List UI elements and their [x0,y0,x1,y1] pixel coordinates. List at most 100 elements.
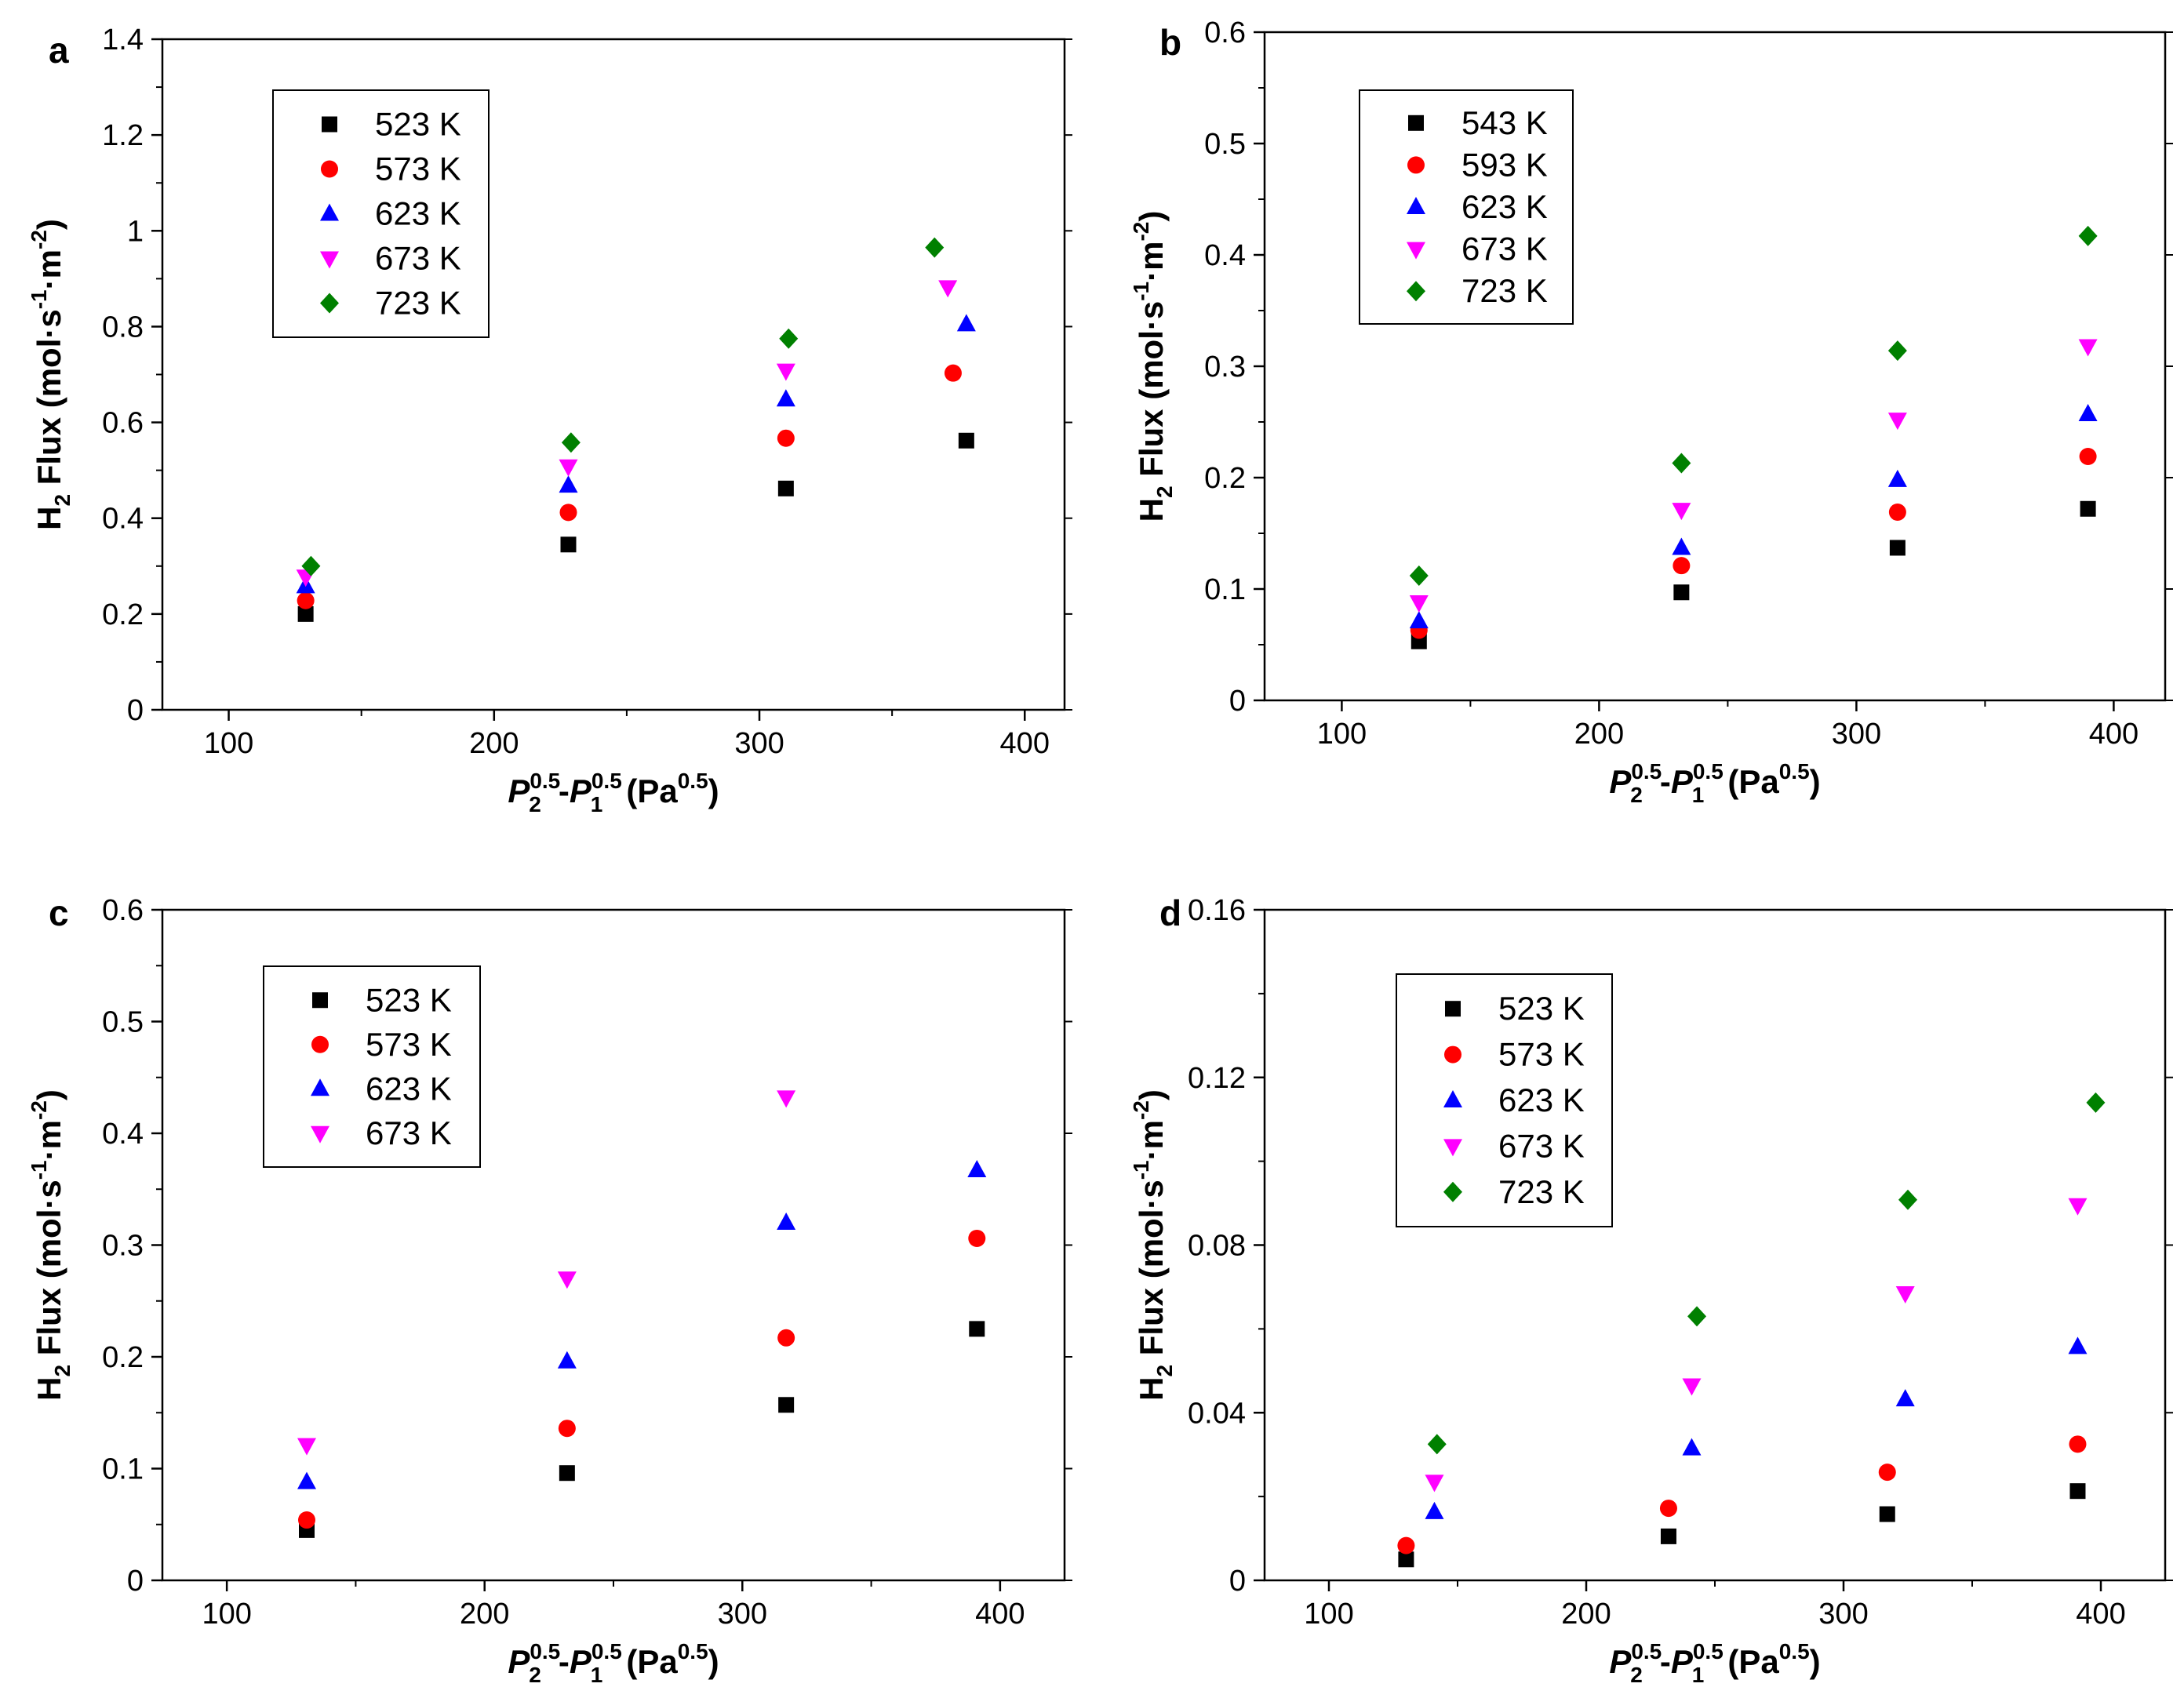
y-tick-label: 0.4 [102,503,144,536]
data-point [297,591,315,609]
legend-label: 593 K [1461,146,1548,183]
series-723-K [1409,225,2098,586]
legend-label: 623 K [1498,1082,1585,1118]
panel-letter: a [49,30,69,71]
legend-label: 523 K [375,106,461,143]
x-axis-label: P0.5 2 -P0.5 1 (Pa0.5) [1609,1639,1820,1687]
data-point [777,1090,796,1108]
data-point [1879,1506,1895,1522]
data-point [1425,1501,1444,1519]
series-673-K [1425,1198,2088,1493]
data-point [1682,1438,1702,1456]
data-point [1672,503,1691,521]
data-point [1409,611,1429,629]
y-tick-label: 0.1 [1204,573,1246,606]
data-point [777,429,795,447]
y-tick-label: 0.6 [102,407,144,440]
legend-marker [1443,1139,1462,1157]
legend-label: 623 K [375,195,461,232]
legend-marker [322,116,337,133]
legend-label: 523 K [1498,990,1585,1027]
data-point [2068,1336,2088,1354]
data-point [1898,1189,1917,1210]
data-point [2080,500,2096,517]
legend-marker [1407,197,1425,214]
data-point [1672,537,1691,555]
data-point [1673,584,1690,601]
y-tick-label: 1 [127,215,144,248]
y-axis-label: H2 Flux (mol·s-1·m-2) [1129,1089,1177,1401]
y-tick-label: 0.3 [102,1230,144,1263]
data-point [559,504,577,522]
data-point [2078,339,2098,357]
y-axis-label: H2 Flux (mol·s-1·m-2) [27,219,75,530]
data-point [777,480,794,496]
legend-marker [320,203,339,221]
series-523-K [299,1321,985,1538]
x-tick-label: 300 [718,1598,767,1631]
series-623-K [296,314,976,594]
data-point [557,1351,577,1369]
legend-label: 623 K [366,1070,452,1107]
legend-label: 723 K [375,285,461,322]
data-point [958,432,974,449]
legend-marker [1407,242,1425,260]
x-tick-label: 400 [975,1598,1025,1631]
data-point [1398,1551,1414,1568]
data-point [298,1511,315,1529]
y-tick-label: 0.4 [102,1118,144,1151]
data-point [956,314,976,332]
legend-marker [1445,1001,1461,1017]
series-593-K [1410,448,2097,639]
data-point [967,1160,987,1178]
x-axis-label: P0.5 2 -P0.5 1 (Pa0.5) [1609,759,1820,807]
y-tick-label: 0.5 [102,1006,144,1039]
data-point [776,389,795,407]
x-tick-label: 400 [2089,718,2138,751]
y-tick-label: 0.12 [1188,1062,1246,1095]
data-point [2078,404,2098,422]
legend-box [272,89,490,338]
y-tick-label: 0.2 [102,598,144,631]
y-tick-label: 0.8 [102,311,144,344]
data-point [561,432,581,453]
y-tick-label: 0.6 [102,894,144,927]
data-point [1878,1463,1896,1482]
data-point [559,459,578,477]
data-point [944,364,962,382]
series-723-K [1427,1092,2106,1455]
x-tick-label: 100 [202,1598,251,1631]
data-point [1895,1285,1915,1303]
data-point [2086,1092,2106,1113]
series-523-K [1398,1483,2086,1568]
panel-letter: c [49,893,69,933]
data-point [2069,1483,2086,1500]
legend: 523 K 573 K 623 K 673 K [263,965,481,1168]
data-point [969,1321,985,1337]
data-point [1888,504,1906,522]
legend-label: 723 K [1498,1173,1585,1210]
series-573-K [298,1229,986,1529]
x-tick-label: 100 [1317,718,1367,751]
legend-label: 573 K [375,151,461,187]
y-tick-label: 0.1 [102,1453,144,1486]
data-point [2068,1198,2088,1216]
x-tick-label: 300 [734,727,784,760]
x-tick-label: 200 [460,1598,509,1631]
data-point [779,328,799,349]
legend-label: 673 K [366,1114,452,1151]
series-573-K [297,364,962,609]
data-point [1397,1536,1415,1554]
data-point [938,280,958,298]
y-axis-label: H2 Flux (mol·s-1·m-2) [27,1089,75,1401]
y-tick-label: 0 [1229,1565,1246,1598]
data-point [1687,1306,1707,1327]
y-tick-label: 0.3 [1204,351,1246,384]
data-point [297,1438,316,1456]
x-tick-label: 200 [469,727,519,760]
y-tick-label: 1.4 [102,24,144,56]
legend-marker [1408,115,1424,131]
data-point [777,1213,796,1230]
legend-marker [1443,1090,1462,1107]
x-tick-label: 300 [1832,718,1881,751]
